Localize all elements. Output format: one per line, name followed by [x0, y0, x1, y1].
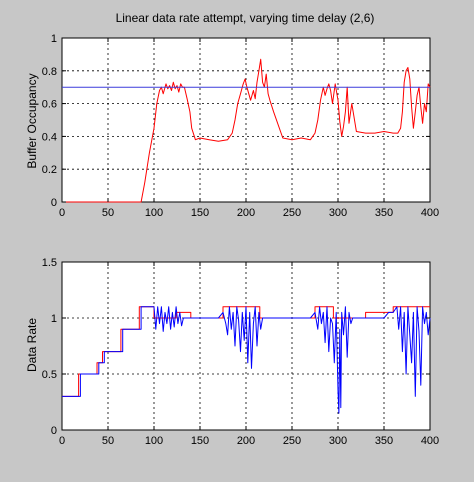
data-rate-x-tick-label: 100	[145, 435, 163, 447]
buffer-occupancy-ticks: 0 50 100 150 200 250 300 350 400 0 0.2 0.4 0.6 0.8 1	[42, 33, 439, 219]
buffer-occupancy-x-tick-label: 250	[283, 207, 301, 219]
data-rate-plot: 0 50 100 150 200 250 300 350 400 0 0.5 1 1.5 Data Ra…	[25, 257, 439, 447]
buffer-occupancy-series-line-1	[62, 58, 431, 203]
buffer-occupancy-y-tick-label: 0.4	[42, 131, 57, 143]
data-rate-y-tick-label: 0	[51, 425, 57, 437]
data-rate-x-tick-label: 50	[102, 435, 114, 447]
data-rate-y-axis-label: Data Rate	[25, 318, 39, 372]
buffer-occupancy-y-tick-label: 1	[51, 33, 57, 45]
buffer-occupancy-x-tick-label: 400	[421, 207, 439, 219]
buffer-occupancy-x-tick-label: 0	[59, 207, 65, 219]
data-rate-x-tick-label: 300	[329, 435, 347, 447]
data-rate-x-tick-label: 350	[375, 435, 393, 447]
buffer-occupancy-series	[62, 58, 431, 203]
data-rate-x-tick-label: 400	[421, 435, 439, 447]
buffer-occupancy-y-tick-label: 0.6	[42, 99, 57, 111]
buffer-occupancy-plot: 0 50 100 150 200 250 300 350 400 0 0.2 0.4 0.6 0.8 1 L…	[25, 11, 439, 219]
data-rate-y-tick-label: 1	[51, 313, 57, 325]
buffer-occupancy-plot-area	[61, 37, 431, 203]
buffer-occupancy-x-tick-label: 100	[145, 207, 163, 219]
data-rate-y-tick-label: 1.5	[42, 257, 57, 269]
buffer-occupancy-grid	[62, 38, 430, 202]
buffer-occupancy-x-tick-label: 50	[102, 207, 114, 219]
buffer-occupancy-y-tick-label: 0	[51, 197, 57, 209]
buffer-occupancy-x-tick-label: 150	[191, 207, 209, 219]
data-rate-y-tick-label: 0.5	[42, 369, 57, 381]
data-rate-series	[62, 306, 431, 414]
buffer-occupancy-y-axis-label: Buffer Occupancy	[25, 73, 39, 168]
data-rate-ticks: 0 50 100 150 200 250 300 350 400 0 0.5 1 1.5	[42, 257, 439, 447]
data-rate-x-tick-label: 150	[191, 435, 209, 447]
data-rate-x-tick-label: 250	[283, 435, 301, 447]
data-rate-x-tick-label: 200	[237, 435, 255, 447]
buffer-occupancy-y-tick-label: 0.8	[42, 66, 57, 78]
data-rate-series-line-2	[62, 306, 431, 414]
chart-title: Linear data rate attempt, varying time d…	[116, 11, 375, 25]
buffer-occupancy-x-tick-label: 300	[329, 207, 347, 219]
buffer-occupancy-x-tick-label: 350	[375, 207, 393, 219]
buffer-occupancy-x-tick-label: 200	[237, 207, 255, 219]
buffer-occupancy-y-tick-label: 0.2	[42, 164, 57, 176]
data-rate-x-tick-label: 0	[59, 435, 65, 447]
